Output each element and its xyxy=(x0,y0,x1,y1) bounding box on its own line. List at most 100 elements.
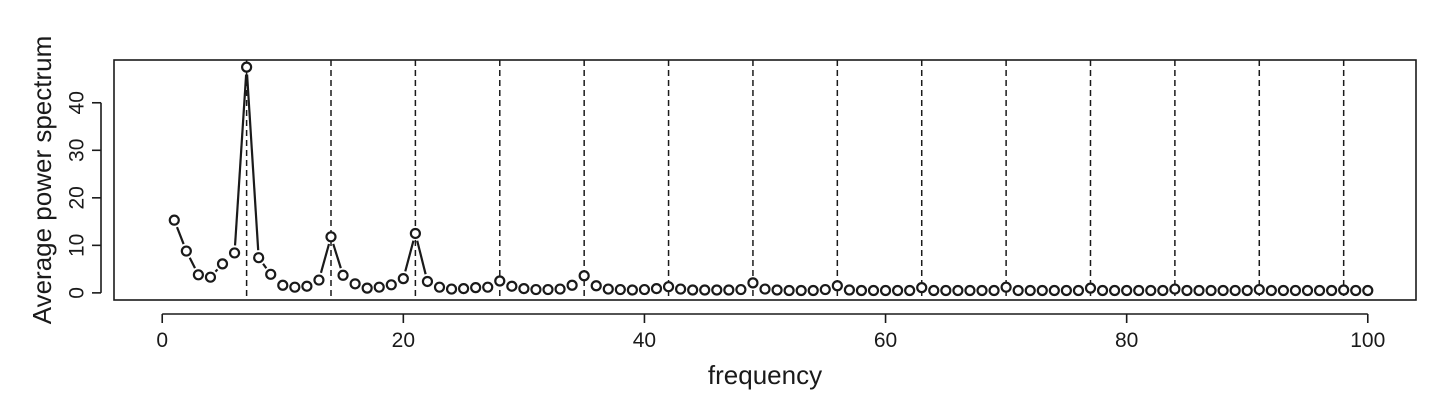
x-tick-label: 80 xyxy=(1115,329,1138,352)
x-tick-label: 20 xyxy=(392,329,415,352)
data-point xyxy=(1048,284,1060,297)
data-point xyxy=(759,283,771,295)
data-point xyxy=(952,284,964,297)
data-point xyxy=(566,279,578,291)
series-line xyxy=(175,74,427,275)
data-point xyxy=(470,282,482,294)
y-tick-label: 20 xyxy=(66,186,89,209)
data-point xyxy=(518,282,530,295)
data-point xyxy=(253,252,265,264)
data-point xyxy=(506,280,518,292)
data-point xyxy=(1012,284,1024,297)
data-point xyxy=(542,283,554,296)
data-point xyxy=(795,284,807,297)
y-tick-label: 0 xyxy=(66,287,89,299)
data-point xyxy=(1193,284,1205,297)
data-point xyxy=(867,284,880,297)
data-point xyxy=(1133,284,1145,297)
data-point xyxy=(373,281,385,293)
series-segment xyxy=(245,74,260,251)
data-point xyxy=(349,278,361,290)
series-segment xyxy=(214,268,219,273)
series-segment xyxy=(319,243,331,274)
data-point xyxy=(1157,284,1169,297)
data-point xyxy=(168,214,180,226)
data-point xyxy=(1313,284,1326,297)
data-point xyxy=(662,281,675,293)
y-axis-label: Average power spectrum xyxy=(27,36,57,325)
data-point xyxy=(783,284,795,297)
data-point xyxy=(180,245,192,257)
data-point xyxy=(988,284,1000,297)
data-point xyxy=(687,284,699,296)
data-point xyxy=(699,284,711,296)
y-tick-label: 10 xyxy=(66,234,89,257)
data-point xyxy=(337,269,349,281)
data-point xyxy=(1338,284,1350,296)
data-point xyxy=(482,281,494,293)
data-point xyxy=(554,283,566,295)
data-point xyxy=(228,247,241,259)
data-point xyxy=(192,269,204,281)
data-point xyxy=(964,284,976,297)
data-point xyxy=(855,284,868,297)
series-segment xyxy=(416,240,427,275)
series-segment xyxy=(188,257,196,269)
data-point xyxy=(1229,284,1241,297)
x-axis: 0 20 40 60 80 100 xyxy=(156,313,1385,352)
data-point xyxy=(879,284,892,297)
x-tick-label: 100 xyxy=(1350,329,1385,352)
data-point xyxy=(1145,284,1157,297)
x-tick-label: 0 xyxy=(156,329,168,352)
data-point xyxy=(1060,284,1072,297)
series-segment xyxy=(404,240,415,272)
data-point xyxy=(204,271,217,283)
data-point xyxy=(1096,284,1109,297)
series-segment xyxy=(233,74,248,246)
data-point xyxy=(819,283,831,296)
data-point xyxy=(1301,284,1314,297)
data-point xyxy=(1326,284,1338,297)
data-point xyxy=(1000,281,1012,293)
data-point xyxy=(1241,284,1253,297)
x-axis-label: frequency xyxy=(708,360,822,390)
data-point xyxy=(241,61,253,73)
data-point xyxy=(747,277,759,289)
data-point xyxy=(265,268,277,280)
data-point xyxy=(277,279,289,291)
data-point xyxy=(445,283,458,295)
data-point xyxy=(638,283,651,296)
data-point xyxy=(1265,284,1277,297)
data-point xyxy=(1109,284,1121,297)
data-point xyxy=(385,279,397,291)
data-point xyxy=(602,283,614,295)
reference-lines xyxy=(245,60,1345,300)
data-point xyxy=(421,275,434,288)
data-point xyxy=(1121,284,1133,297)
data-point xyxy=(723,284,735,296)
y-axis: 0 10 20 30 40 xyxy=(66,91,102,299)
data-point xyxy=(409,227,421,240)
data-point xyxy=(361,282,373,294)
x-tick-label: 40 xyxy=(633,329,656,352)
series-segment xyxy=(332,243,342,269)
data-point xyxy=(1217,284,1229,297)
data-point xyxy=(1277,284,1289,297)
x-tick-label: 60 xyxy=(874,329,897,352)
data-point xyxy=(626,284,638,296)
data-point xyxy=(711,284,723,296)
plot-frame xyxy=(113,59,1417,301)
data-point xyxy=(1072,284,1085,297)
data-point xyxy=(397,273,409,285)
data-point xyxy=(843,284,855,296)
data-point xyxy=(1024,284,1036,297)
data-point xyxy=(1036,284,1048,297)
data-point xyxy=(590,280,602,292)
data-point xyxy=(1253,283,1265,296)
y-tick-label: 30 xyxy=(66,139,89,162)
data-point xyxy=(1084,282,1097,294)
data-point xyxy=(1181,284,1193,297)
data-point xyxy=(1350,284,1362,297)
